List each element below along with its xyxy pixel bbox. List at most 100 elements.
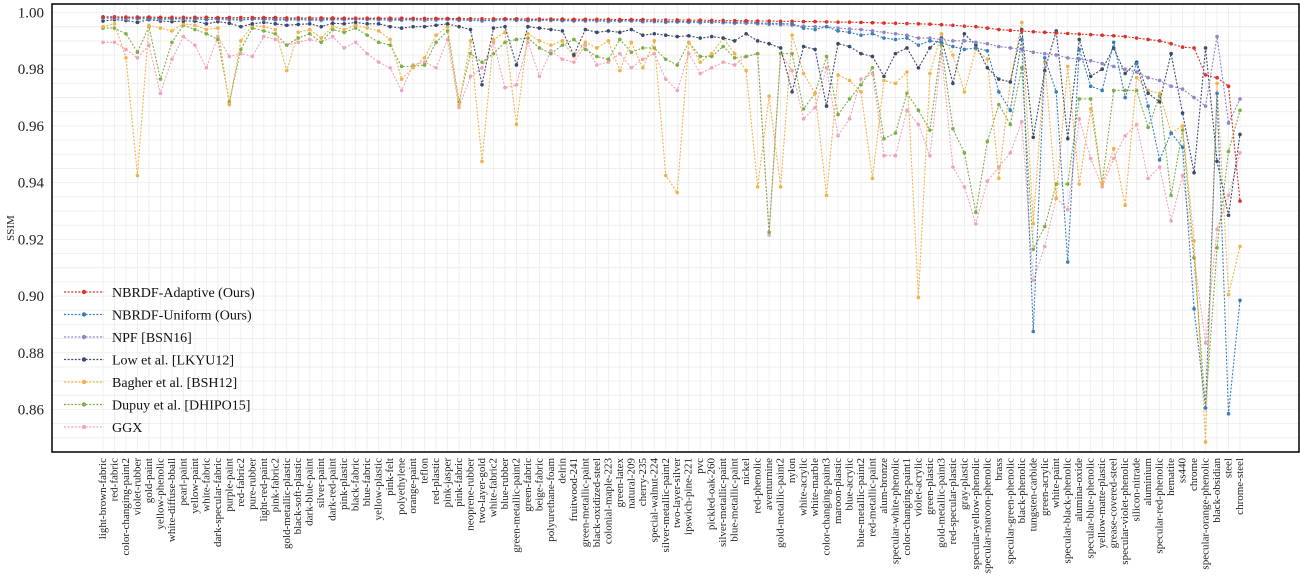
series-layer [101,14,1242,444]
x-tick-label: white-fabric2 [487,458,499,517]
data-point [1180,173,1185,178]
x-tick-label: ipswich-pine-221 [683,458,695,535]
data-point [1100,33,1104,37]
data-point [227,54,232,59]
data-point [1226,121,1231,125]
data-point [572,53,576,57]
data-point [1100,182,1104,186]
data-point [709,34,714,39]
data-point [951,53,955,57]
data-point [928,153,932,158]
data-point [330,16,335,20]
data-point [985,65,990,70]
data-point [491,37,496,42]
data-point [606,60,611,64]
plot-frame [51,3,1300,453]
data-point [916,22,921,26]
data-point [503,30,507,35]
data-point [457,102,461,107]
data-point [1226,193,1231,198]
data-point [1042,68,1047,73]
x-tick-label: specular-white-phenolic [889,458,901,564]
data-point [319,16,324,20]
data-point [1077,97,1082,101]
data-point [790,19,794,24]
data-point [296,40,301,45]
data-point [732,18,737,23]
data-point [1065,64,1070,69]
data-point [583,40,588,45]
data-point [675,88,680,93]
data-point [319,36,324,40]
data-point [204,15,209,20]
x-tick-label: polyethylene [396,458,408,515]
data-point [1123,95,1127,100]
data-point [1157,91,1162,96]
data-point [1123,71,1127,76]
data-point [124,47,128,52]
data-point [204,31,209,36]
data-point [514,16,519,21]
data-point [859,83,863,87]
data-point [227,21,232,26]
data-point [962,185,967,189]
data-point [916,65,921,70]
data-point [1180,45,1185,49]
x-tick-label: ss440 [1177,458,1189,484]
data-point [1054,90,1059,94]
x-tick-label: red-fabric2 [235,458,247,507]
data-point [1157,158,1162,162]
data-point [549,43,553,47]
data-point [181,15,186,20]
data-point [422,16,427,21]
data-point [411,24,415,29]
data-point [836,20,840,24]
data-point [709,54,714,59]
data-point [985,26,990,30]
x-tick-label: silver-metallic-paint2 [660,458,672,552]
x-tick-label: white-acrylic [798,458,810,516]
data-point [1192,170,1196,175]
data-point [813,47,817,52]
data-point [216,37,220,42]
data-point [629,27,634,32]
data-point [445,22,450,26]
data-point [1215,159,1219,164]
data-point [1203,46,1208,50]
data-point [595,17,599,22]
x-tick-label: pure-rubber [246,458,258,510]
data-point [618,17,622,22]
x-tick-label: silicon-nitrade [1131,458,1143,522]
x-tick-label: hematite [1165,458,1177,496]
data-point [1226,213,1231,218]
data-point [330,34,335,39]
data-point [778,46,783,50]
data-point [767,233,771,237]
data-point [549,48,553,53]
data-point [882,36,886,40]
data-point [365,33,369,37]
data-point [732,39,737,43]
data-point [1065,182,1070,186]
data-point [698,36,703,40]
series-6 [101,34,1242,345]
data-point [939,37,944,42]
data-point [204,27,209,32]
data-point [1088,97,1093,101]
data-point [1031,221,1036,226]
data-point [342,46,346,50]
data-point [250,22,255,26]
x-tick-label: pickled-oak-260 [706,458,718,531]
data-point [434,65,438,70]
data-point [583,27,588,32]
x-tick-label: green-latex [614,458,626,508]
data-point [549,17,553,21]
data-point [1008,151,1013,155]
data-point [365,26,369,30]
data-point [1215,81,1219,86]
data-point [193,27,197,32]
data-point [893,51,898,56]
data-point [526,17,530,21]
data-point [216,26,220,30]
series-line [103,24,1241,409]
